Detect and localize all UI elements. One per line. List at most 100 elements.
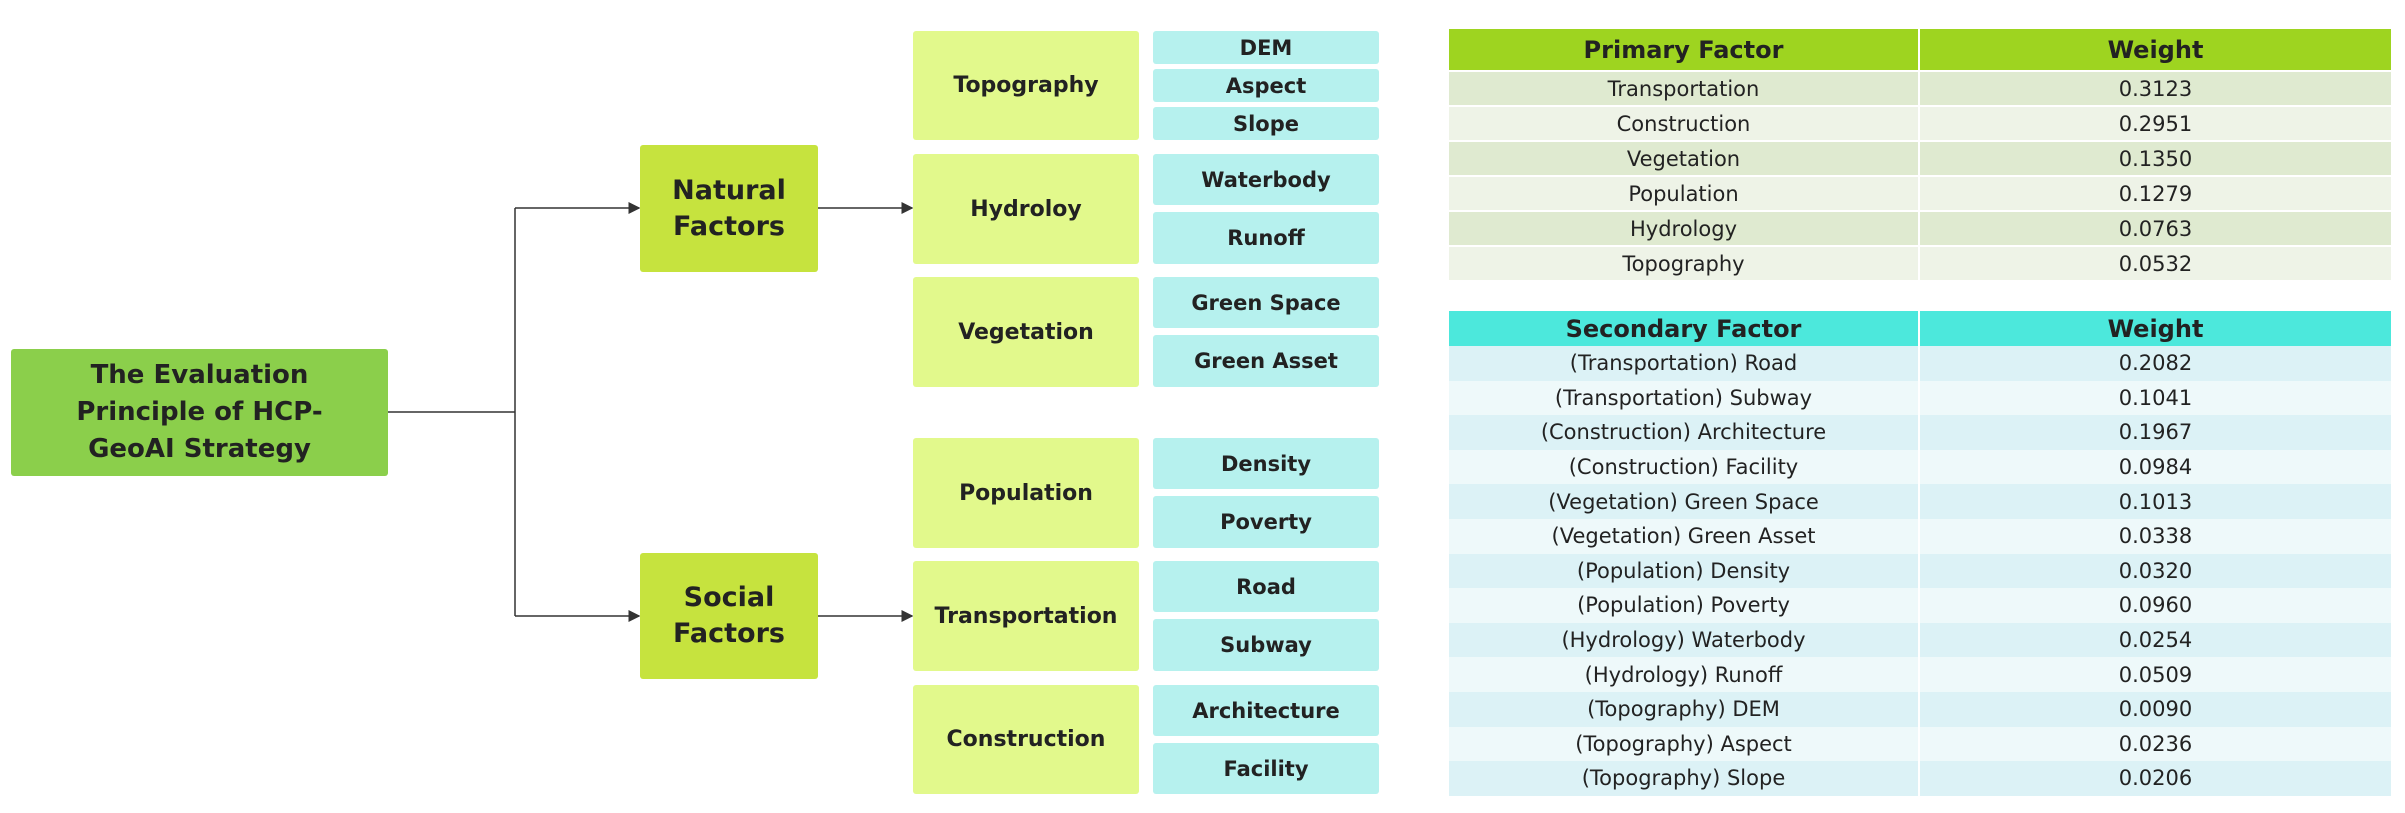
natural-factors-node: Natural Factors: [640, 145, 818, 272]
group-label: Topography: [953, 73, 1099, 98]
group-population: Population: [913, 438, 1139, 548]
group-vegetation: Vegetation: [913, 277, 1139, 387]
table-row: (Vegetation) Green Asset 0.0338: [1449, 518, 2391, 554]
leaf-label: DEM: [1239, 35, 1293, 60]
leaf-label: Density: [1220, 451, 1312, 476]
factor-cell: (Topography) DEM: [1449, 691, 1919, 727]
factor-cell: (Vegetation) Green Space: [1449, 484, 1919, 519]
factor-cell: (Population) Poverty: [1449, 588, 1919, 623]
leaf-density: Density: [1153, 438, 1379, 489]
root-label: The Evaluation Principle of HCP-GeoAI St…: [76, 360, 323, 464]
group-label: Population: [959, 480, 1093, 506]
weight-cell: 0.0320: [1918, 553, 2391, 589]
weight-cell: 0.0532: [1918, 246, 2391, 281]
weight-cell: 0.2082: [1918, 346, 2391, 381]
factor-cell: Population: [1449, 176, 1919, 211]
leaf-label: Green Space: [1191, 290, 1341, 315]
weight-cell: 0.0960: [1918, 588, 2391, 623]
root-node: The Evaluation Principle of HCP-GeoAI St…: [11, 349, 388, 476]
social-factors-node: Social Factors: [640, 553, 818, 679]
weight-cell: 0.2951: [1918, 106, 2391, 141]
weight-cell: 0.0236: [1918, 726, 2391, 762]
primary-factor-header: Primary Factor: [1449, 29, 1919, 71]
group-label: Transportation: [934, 603, 1118, 629]
leaf-label: Road: [1236, 574, 1296, 599]
factor-cell: (Topography) Slope: [1449, 761, 1919, 796]
weight-cell: 0.0090: [1918, 691, 2391, 727]
weight-cell: 0.1041: [1918, 380, 2391, 416]
leaf-label: Architecture: [1192, 698, 1340, 723]
weight-header: Weight: [1918, 29, 2391, 71]
leaf-label: Aspect: [1225, 73, 1307, 98]
leaf-label: Subway: [1220, 633, 1312, 657]
table-row: Vegetation 0.1350: [1449, 141, 2391, 176]
table-row: Construction 0.2951: [1449, 106, 2391, 141]
factor-cell: (Transportation) Road: [1449, 346, 1919, 381]
leaf-dem: DEM: [1153, 31, 1379, 64]
group-transportation: Transportation: [913, 561, 1139, 671]
table-row: (Topography) DEM 0.0090: [1449, 691, 2391, 727]
weight-cell: 0.3123: [1918, 71, 2391, 106]
table-row: (Population) Density 0.0320: [1449, 553, 2391, 589]
factor-cell: (Vegetation) Green Asset: [1449, 518, 1919, 554]
group-topography: Topography: [913, 31, 1139, 140]
weight-cell: 0.0206: [1918, 761, 2391, 796]
leaf-label: Waterbody: [1201, 167, 1331, 192]
leaf-label: Poverty: [1220, 510, 1312, 534]
table-row: (Population) Poverty 0.0960: [1449, 588, 2391, 623]
factor-cell: (Population) Density: [1449, 553, 1919, 589]
weight-cell: 0.1279: [1918, 176, 2391, 211]
weight-cell: 0.0509: [1918, 657, 2391, 692]
leaf-facility: Facility: [1153, 743, 1379, 794]
leaf-label: Runoff: [1227, 226, 1305, 250]
factor-cell: Topography: [1449, 246, 1919, 281]
table-row: (Transportation) Subway 0.1041: [1449, 380, 2391, 416]
factor-cell: (Construction) Facility: [1449, 449, 1919, 485]
group-label: Construction: [946, 727, 1106, 752]
leaf-green-asset: Green Asset: [1153, 335, 1379, 387]
table-row: (Construction) Architecture 0.1967: [1449, 415, 2391, 450]
group-construction: Construction: [913, 685, 1139, 794]
primary-factor-table: Primary Factor Weight Transportation 0.31…: [1449, 29, 2391, 282]
leaf-slope: Slope: [1153, 107, 1379, 140]
weight-cell: 0.0763: [1918, 211, 2391, 246]
table-row: Hydrology 0.0763: [1449, 211, 2391, 246]
leaf-label: Green Asset: [1194, 349, 1338, 373]
table-row: (Topography) Slope 0.0206: [1449, 761, 2391, 796]
factor-cell: Construction: [1449, 106, 1919, 141]
secondary-factor-table: Secondary Factor Weight (Transportation)…: [1449, 311, 2391, 796]
leaf-green-space: Green Space: [1153, 277, 1379, 328]
table-row: Transportation 0.3123: [1449, 71, 2391, 106]
leaf-architecture: Architecture: [1153, 685, 1379, 736]
leaf-runoff: Runoff: [1153, 212, 1379, 264]
weight-cell: 0.1013: [1918, 484, 2391, 519]
table-row: (Construction) Facility 0.0984: [1449, 449, 2391, 485]
leaf-label: Slope: [1232, 111, 1300, 136]
group-label: Vegetation: [958, 319, 1094, 345]
weight-cell: 0.0984: [1918, 449, 2391, 485]
table-row: (Hydrology) Waterbody 0.0254: [1449, 622, 2391, 658]
leaf-aspect: Aspect: [1153, 69, 1379, 102]
natural-factors-label: Natural Factors: [672, 174, 786, 242]
leaf-road: Road: [1153, 561, 1379, 612]
group-hydroloy: Hydroloy: [913, 154, 1139, 264]
factor-cell: (Hydrology) Runoff: [1449, 657, 1919, 692]
weight-header: Weight: [1918, 311, 2391, 346]
table-row: (Topography) Aspect 0.0236: [1449, 726, 2391, 762]
weight-cell: 0.0254: [1918, 622, 2391, 658]
table-row: (Vegetation) Green Space 0.1013: [1449, 484, 2391, 519]
leaf-label: Facility: [1223, 756, 1309, 781]
table-row: Population 0.1279: [1449, 176, 2391, 211]
weight-cell: 0.1967: [1918, 415, 2391, 450]
table-row: (Hydrology) Runoff 0.0509: [1449, 657, 2391, 692]
table-row: (Transportation) Road 0.2082: [1449, 346, 2391, 381]
leaf-subway: Subway: [1153, 619, 1379, 671]
social-factors-label: Social Factors: [673, 582, 785, 649]
factor-cell: (Hydrology) Waterbody: [1449, 622, 1919, 658]
factor-cell: (Construction) Architecture: [1449, 415, 1919, 450]
group-label: Hydroloy: [970, 196, 1082, 222]
weight-cell: 0.1350: [1918, 141, 2391, 176]
leaf-waterbody: Waterbody: [1153, 154, 1379, 205]
secondary-factor-header: Secondary Factor: [1449, 311, 1919, 346]
